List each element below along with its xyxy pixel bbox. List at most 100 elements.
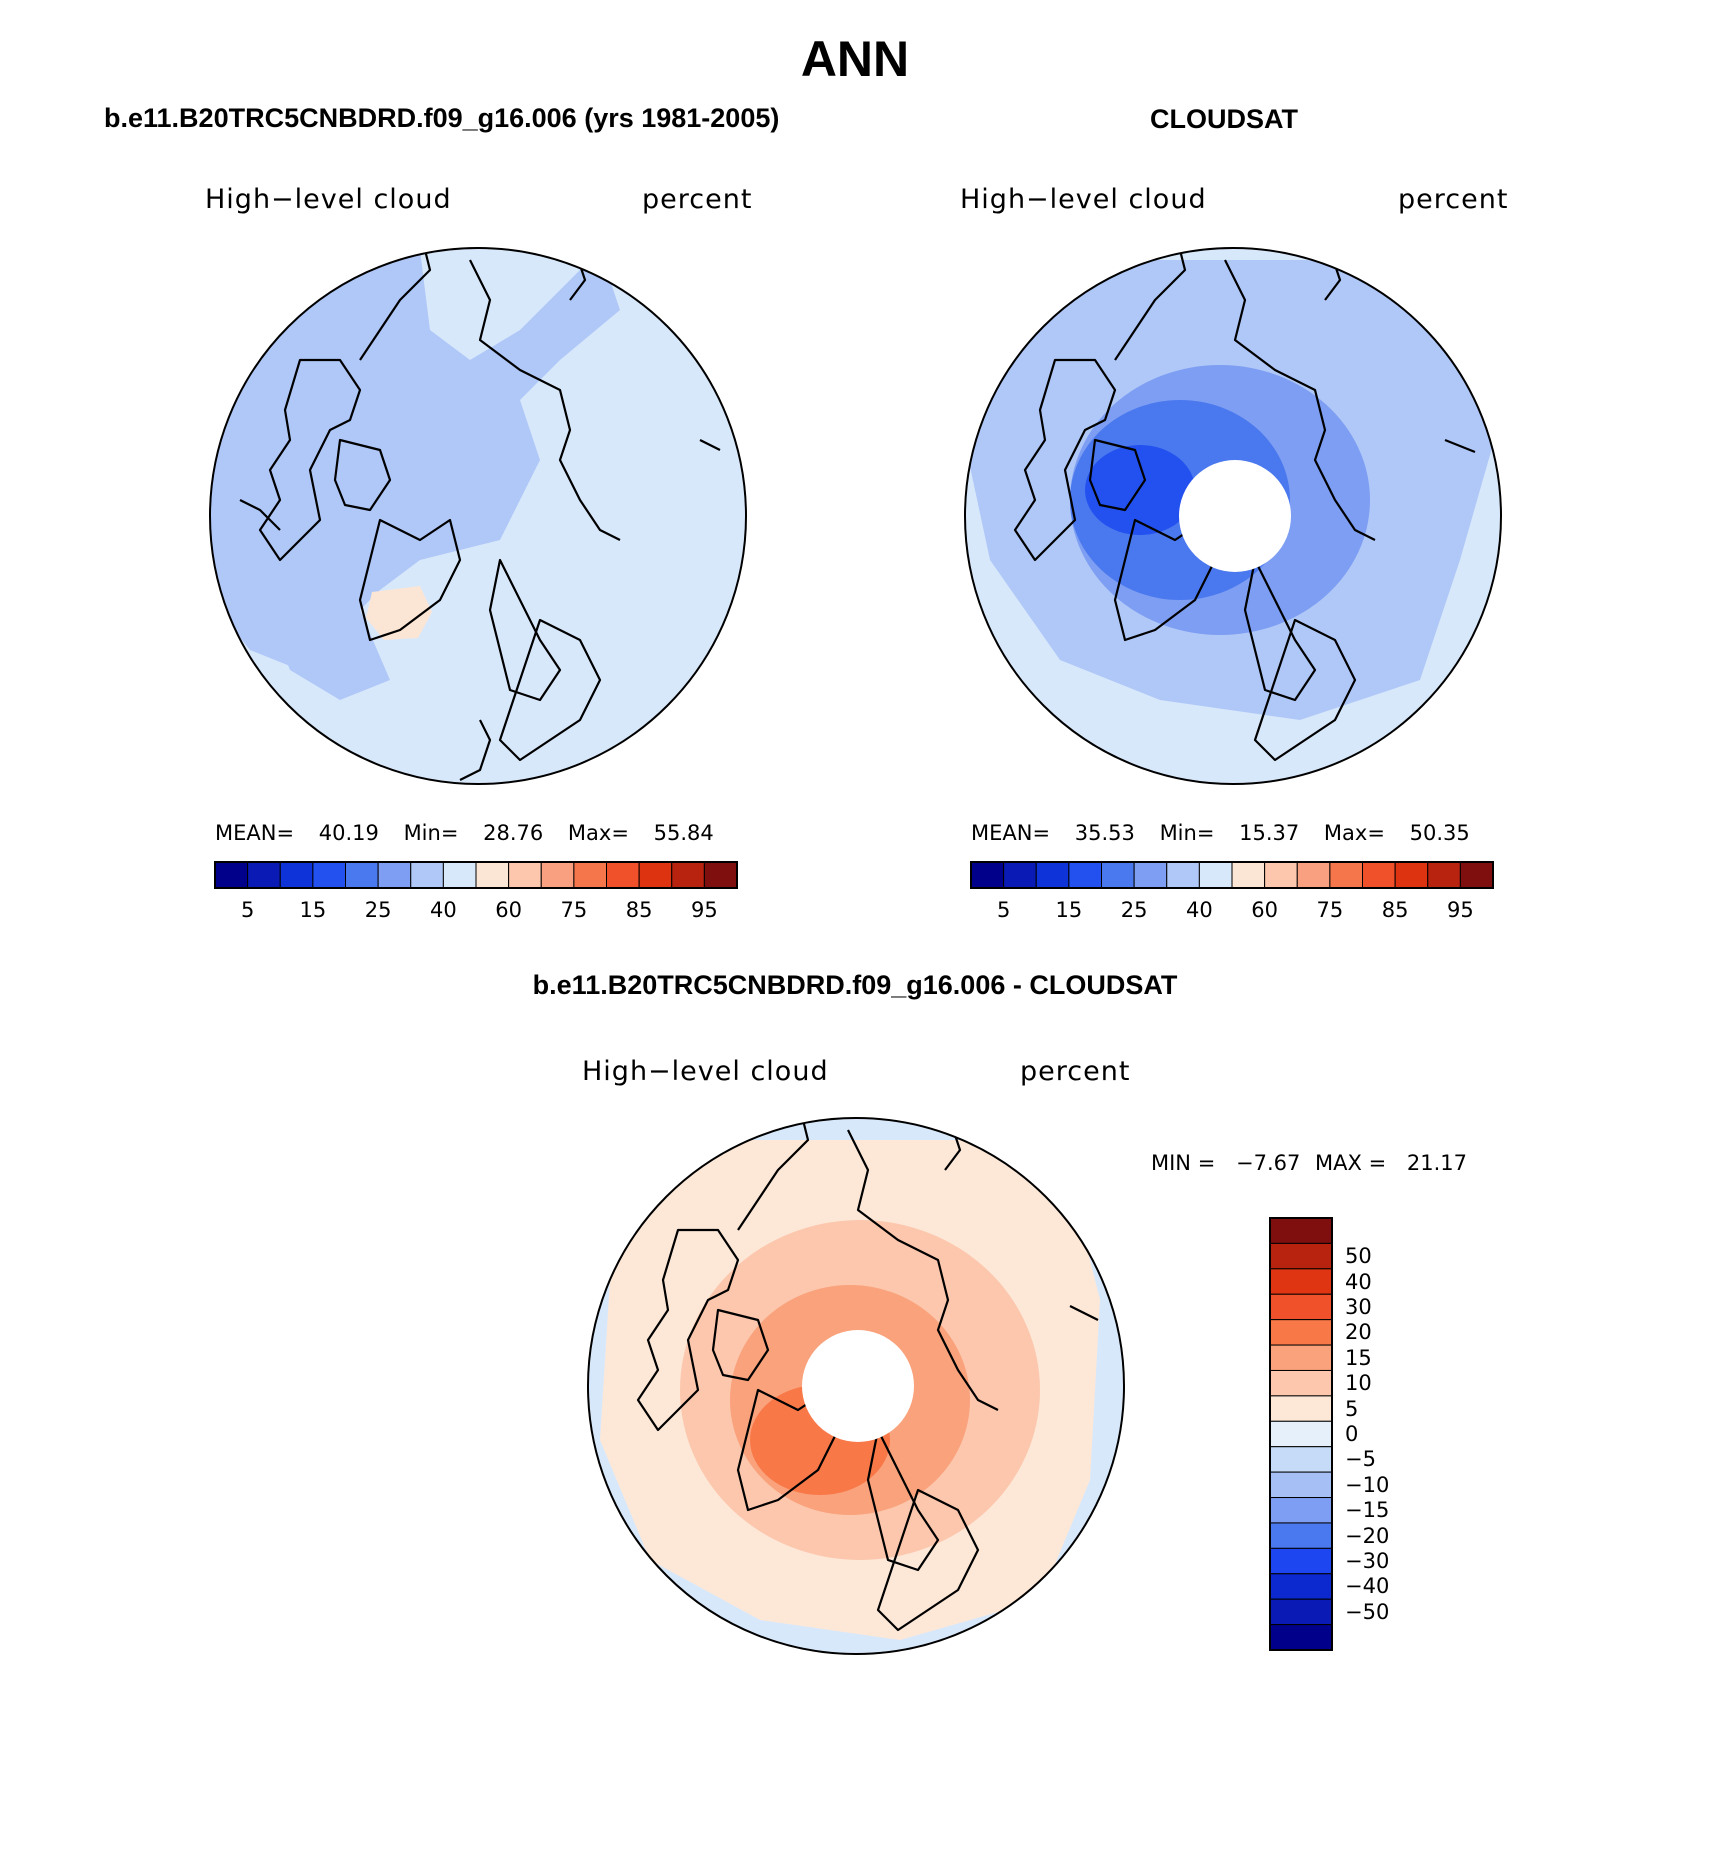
diff-colorbar-box xyxy=(1269,1319,1333,1346)
obs-colorbar-tick-label: 85 xyxy=(1381,898,1409,922)
diff-colorbar-box xyxy=(1269,1446,1333,1473)
model-panel-title: b.e11.B20TRC5CNBDRD.f09_g16.006 (yrs 198… xyxy=(104,103,780,133)
diff-colorbar-box xyxy=(1269,1395,1333,1422)
model-variable-label: High−level cloud xyxy=(205,184,452,215)
diff-colorbar-box xyxy=(1269,1420,1333,1448)
model-colorbar-box xyxy=(214,861,249,889)
model-colorbar-ticks: 5 15 25 40 60 75 85 95 xyxy=(215,898,737,924)
obs-stats: MEAN= 35.53 Min= 15.37 Max= 50.35 xyxy=(971,821,1470,845)
diff-units-label: percent xyxy=(1020,1056,1131,1087)
diff-min-label: MIN = xyxy=(1151,1151,1216,1175)
diff-colorbar xyxy=(1269,1217,1333,1651)
obs-max-value: 50.35 xyxy=(1409,821,1470,845)
diff-min-value: −7.67 xyxy=(1235,1151,1301,1175)
model-colorbar-tick-label: 75 xyxy=(560,898,588,922)
diff-colorbar-box xyxy=(1269,1471,1333,1499)
obs-colorbar-tick-label: 40 xyxy=(1186,898,1213,922)
model-colorbar-box xyxy=(606,861,640,889)
model-mean-label: MEAN= xyxy=(215,821,295,845)
model-stats: MEAN= 40.19 Min= 28.76 Max= 55.84 xyxy=(215,821,714,845)
diff-colorbar-box xyxy=(1269,1344,1333,1371)
diff-colorbar-tick-label: 20 xyxy=(1345,1320,1372,1345)
diff-colorbar-tick-label: −20 xyxy=(1345,1523,1390,1548)
figure-title: ANN xyxy=(800,31,910,87)
diff-colorbar-box xyxy=(1269,1242,1333,1270)
model-field-mid xyxy=(210,250,620,670)
obs-colorbar-tick-label: 25 xyxy=(1120,898,1148,922)
obs-colorbar-ticks: 5 15 25 40 60 75 85 95 xyxy=(971,898,1493,924)
obs-colorbar-box xyxy=(1264,861,1298,889)
model-field-north xyxy=(270,560,390,700)
diff-colorbar-tick-label: 10 xyxy=(1345,1371,1372,1396)
diff-stats: MIN = −7.67 MAX = 21.17 xyxy=(1151,1151,1467,1175)
model-max-label: Max= xyxy=(567,821,629,845)
obs-mean-label: MEAN= xyxy=(971,821,1051,845)
obs-colorbar-box xyxy=(1231,861,1266,889)
model-colorbar-box xyxy=(638,861,673,889)
diff-colorbar-tick-label: −10 xyxy=(1345,1472,1390,1497)
model-colorbar-box xyxy=(508,861,542,889)
obs-colorbar-box xyxy=(1166,861,1200,889)
obs-colorbar xyxy=(970,861,1494,889)
obs-colorbar-box xyxy=(1101,861,1135,889)
model-colorbar-box xyxy=(247,861,281,889)
obs-mean-value: 35.53 xyxy=(1074,821,1135,845)
diff-colorbar-box xyxy=(1269,1624,1333,1651)
diff-colorbar-frame xyxy=(1269,1217,1333,1651)
obs-colorbar-box xyxy=(970,861,1005,889)
model-colorbar-frame xyxy=(214,861,738,889)
model-colorbar-box xyxy=(442,861,477,889)
model-mean-value: 40.19 xyxy=(318,821,379,845)
obs-panel-title: CLOUDSAT xyxy=(1150,104,1298,134)
obs-field-deep xyxy=(1085,445,1195,535)
obs-variable-label: High−level cloud xyxy=(960,184,1207,215)
diff-colorbar-tick-label: 40 xyxy=(1345,1269,1372,1294)
model-colorbar xyxy=(214,861,738,889)
diff-colorbar-tick-label: 15 xyxy=(1345,1345,1372,1370)
model-colorbar-box xyxy=(573,861,607,889)
diff-colorbar-box xyxy=(1269,1573,1333,1600)
diff-colorbar-tick-label: −50 xyxy=(1345,1599,1390,1624)
diff-colorbar-tick-label: 30 xyxy=(1345,1294,1372,1319)
model-colorbar-box xyxy=(410,861,444,889)
obs-colorbar-box xyxy=(1133,861,1168,889)
diff-colorbar-ticks: 50 40 30 20 15 10 5 0 −5 −10 −15 −20 −30 −40 −50 xyxy=(1345,1218,1425,1650)
diff-colorbar-box xyxy=(1269,1522,1333,1549)
diff-colorbar-box xyxy=(1269,1293,1333,1321)
obs-colorbar-tick-label: 75 xyxy=(1316,898,1344,922)
diff-colorbar-tick-label: 5 xyxy=(1345,1396,1359,1421)
obs-min-value: 15.37 xyxy=(1239,821,1300,845)
model-min-label: Min= xyxy=(403,821,459,845)
diff-max-value: 21.17 xyxy=(1406,1151,1467,1175)
obs-colorbar-tick-label: 15 xyxy=(1055,898,1083,922)
obs-colorbar-box xyxy=(1329,861,1363,889)
model-colorbar-tick-label: 40 xyxy=(430,898,457,922)
diff-colorbar-tick-label: −40 xyxy=(1345,1574,1390,1599)
obs-colorbar-box xyxy=(1459,861,1494,889)
model-colorbar-box xyxy=(475,861,510,889)
diff-variable-label: High−level cloud xyxy=(582,1056,829,1087)
obs-colorbar-box xyxy=(1394,861,1429,889)
diff-colorbar-tick-label: 0 xyxy=(1345,1422,1359,1446)
model-colorbar-tick-label: 25 xyxy=(364,898,392,922)
diff-missing-data-hole xyxy=(802,1330,914,1442)
obs-colorbar-box xyxy=(1068,861,1102,889)
model-colorbar-tick-label: 60 xyxy=(495,898,522,922)
obs-colorbar-tick-label: 95 xyxy=(1447,898,1474,922)
obs-colorbar-box xyxy=(1003,861,1037,889)
diff-colorbar-tick-label: −5 xyxy=(1345,1447,1376,1472)
diff-colorbar-box xyxy=(1269,1598,1333,1626)
obs-colorbar-box xyxy=(1198,861,1233,889)
model-max-value: 55.84 xyxy=(653,821,714,845)
model-colorbar-tick-label: 85 xyxy=(625,898,653,922)
obs-colorbar-box xyxy=(1362,861,1396,889)
obs-colorbar-frame xyxy=(970,861,1494,889)
diff-colorbar-tick-label: −30 xyxy=(1345,1549,1390,1574)
obs-missing-data-hole xyxy=(1179,460,1291,572)
obs-min-label: Min= xyxy=(1159,821,1215,845)
model-colorbar-box xyxy=(279,861,314,889)
diff-max-label: MAX = xyxy=(1315,1151,1387,1175)
obs-coastlines xyxy=(1013,248,1476,762)
